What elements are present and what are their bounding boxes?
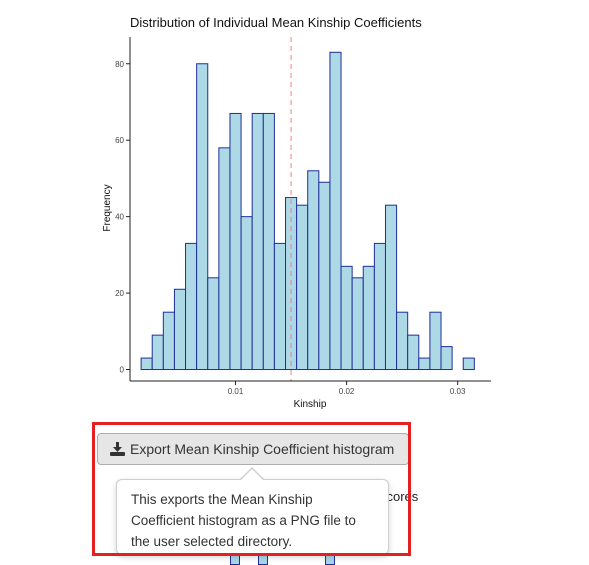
- histogram-bar: [340, 265, 353, 371]
- histogram-bar: [273, 242, 287, 371]
- histogram-bar: [262, 112, 275, 371]
- histogram-chart: Distribution of Individual Mean Kinship …: [102, 15, 491, 410]
- partially-visible-chart: [0, 555, 589, 565]
- x-tick-label: 0.02: [339, 387, 355, 396]
- histogram-bar: [173, 288, 187, 371]
- histogram-bar: [185, 242, 198, 371]
- export-button-label: Export Mean Kinship Coefficient histogra…: [130, 441, 395, 457]
- histogram-bar: [229, 112, 242, 371]
- histogram-bar: [251, 112, 264, 371]
- chart-title: Distribution of Individual Mean Kinship …: [130, 15, 422, 30]
- histogram-bar: [207, 277, 220, 371]
- histogram-bar: [162, 311, 175, 371]
- histogram-bar: [218, 147, 231, 371]
- histogram-svg: Distribution of Individual Mean Kinship …: [102, 15, 491, 410]
- axes-group: 0 20 40 60 80 0.01 0.02 0.03: [115, 37, 491, 396]
- y-tick-label: 80: [115, 60, 124, 69]
- tooltip-text: This exports the Mean Kinship Coefficien…: [131, 492, 356, 549]
- histogram-bar: [429, 311, 442, 371]
- histogram-bar: [318, 181, 331, 371]
- histogram-bar: [440, 346, 453, 371]
- histogram-bar: [384, 204, 398, 371]
- histogram-bar: [151, 334, 164, 371]
- histogram-bar: [362, 265, 375, 371]
- partial-bar: [258, 555, 268, 565]
- histogram-bar: [407, 334, 420, 371]
- export-histogram-button[interactable]: Export Mean Kinship Coefficient histogra…: [97, 433, 409, 465]
- histogram-bar: [351, 277, 364, 371]
- x-tick-label: 0.01: [228, 387, 244, 396]
- histogram-bar: [373, 242, 386, 371]
- y-tick-label: 0: [120, 366, 125, 375]
- histogram-bar: [140, 357, 153, 371]
- histogram-bar: [240, 216, 253, 371]
- partial-bar: [230, 555, 240, 565]
- x-axis-label: Kinship: [294, 399, 327, 410]
- histogram-bar: [396, 311, 409, 371]
- download-icon: [110, 442, 125, 456]
- y-tick-label: 40: [115, 213, 124, 222]
- histogram-bar: [296, 204, 309, 371]
- y-axis-label: Frequency: [102, 184, 113, 231]
- tooltip-arrow-inner: [241, 469, 263, 480]
- histogram-bar: [418, 357, 431, 371]
- y-tick-label: 60: [115, 136, 124, 145]
- histogram-bar: [329, 51, 342, 371]
- bars-group: [140, 37, 475, 381]
- y-tick-label: 20: [115, 289, 124, 298]
- histogram-bar: [307, 170, 320, 371]
- highlight-box: [92, 422, 411, 556]
- histogram-bar: [196, 63, 209, 371]
- histogram-bar: [462, 357, 475, 371]
- partial-bar: [325, 555, 335, 565]
- x-tick-label: 0.03: [450, 387, 466, 396]
